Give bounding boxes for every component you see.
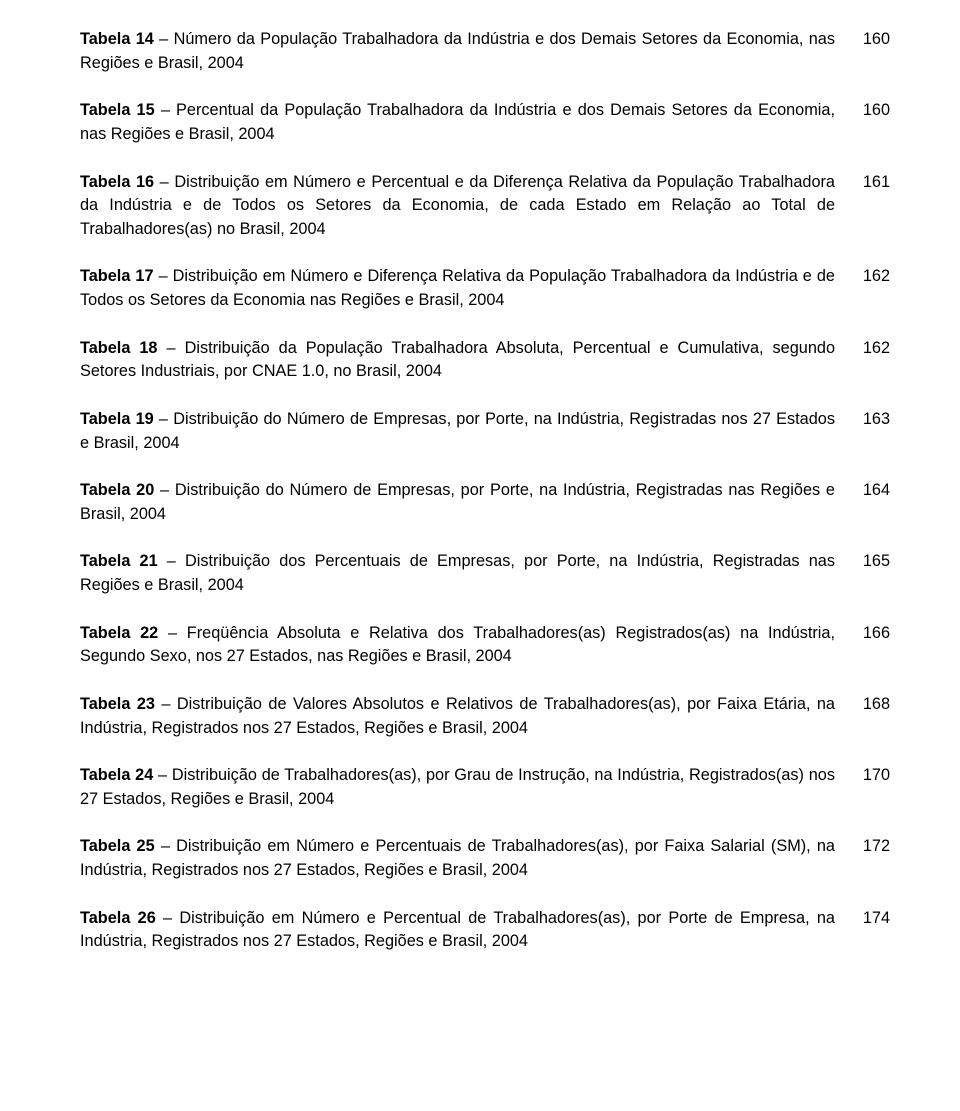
toc-entry-text: Tabela 17 – Distribuição em Número e Dif… [80,265,835,312]
toc-entry-label: Tabela 18 [80,339,158,357]
toc-entry-description: – Percentual da População Trabalhadora d… [80,101,835,143]
toc-entry-text: Tabela 26 – Distribuição em Número e Per… [80,907,835,954]
toc-entry-description: – Número da População Trabalhadora da In… [80,30,835,72]
toc-entry-text: Tabela 23 – Distribuição de Valores Abso… [80,693,835,740]
toc-entry-label: Tabela 16 [80,173,154,191]
toc-entry-page: 172 [855,835,890,859]
table-of-contents: Tabela 14 – Número da População Trabalha… [80,28,890,954]
toc-entry-label: Tabela 15 [80,101,155,119]
toc-entry-text: Tabela 21 – Distribuição dos Percentuais… [80,550,835,597]
toc-entry-description: – Distribuição em Número e Percentual e … [80,173,835,238]
toc-entry-text: Tabela 18 – Distribuição da População Tr… [80,337,835,384]
toc-entry-page: 160 [855,28,890,52]
toc-entry: Tabela 24 – Distribuição de Trabalhadore… [80,764,890,811]
toc-entry-description: – Distribuição em Número e Percentuais d… [80,837,835,879]
toc-entry-text: Tabela 25 – Distribuição em Número e Per… [80,835,835,882]
toc-entry-text: Tabela 14 – Número da População Trabalha… [80,28,835,75]
toc-entry: Tabela 23 – Distribuição de Valores Abso… [80,693,890,740]
toc-entry-label: Tabela 20 [80,481,154,499]
toc-entry-page: 170 [855,764,890,788]
toc-entry-page: 163 [855,408,890,432]
toc-entry-page: 168 [855,693,890,717]
toc-entry-text: Tabela 24 – Distribuição de Trabalhadore… [80,764,835,811]
toc-entry: Tabela 18 – Distribuição da População Tr… [80,337,890,384]
toc-entry: Tabela 14 – Número da População Trabalha… [80,28,890,75]
toc-entry: Tabela 19 – Distribuição do Número de Em… [80,408,890,455]
toc-entry-description: – Distribuição do Número de Empresas, po… [80,481,835,523]
toc-entry-description: – Distribuição em Número e Diferença Rel… [80,267,835,309]
toc-entry-page: 160 [855,99,890,123]
toc-entry-page: 164 [855,479,890,503]
toc-entry-text: Tabela 19 – Distribuição do Número de Em… [80,408,835,455]
toc-entry: Tabela 26 – Distribuição em Número e Per… [80,907,890,954]
toc-entry-text: Tabela 20 – Distribuição do Número de Em… [80,479,835,526]
toc-entry-label: Tabela 24 [80,766,153,784]
toc-entry: Tabela 15 – Percentual da População Trab… [80,99,890,146]
toc-entry-page: 161 [855,171,890,195]
toc-entry: Tabela 17 – Distribuição em Número e Dif… [80,265,890,312]
toc-entry-label: Tabela 26 [80,909,156,927]
toc-entry-label: Tabela 14 [80,30,154,48]
toc-entry-label: Tabela 17 [80,267,154,285]
toc-entry-description: – Distribuição da População Trabalhadora… [80,339,835,381]
toc-entry: Tabela 20 – Distribuição do Número de Em… [80,479,890,526]
toc-entry-text: Tabela 16 – Distribuição em Número e Per… [80,171,835,242]
toc-entry-page: 166 [855,622,890,646]
toc-entry-text: Tabela 22 – Freqüência Absoluta e Relati… [80,622,835,669]
toc-entry-text: Tabela 15 – Percentual da População Trab… [80,99,835,146]
toc-entry-description: – Distribuição dos Percentuais de Empres… [80,552,835,594]
toc-entry-description: – Distribuição em Número e Percentual de… [80,909,835,951]
toc-entry-label: Tabela 21 [80,552,158,570]
toc-entry-label: Tabela 19 [80,410,154,428]
toc-entry-description: – Distribuição de Trabalhadores(as), por… [80,766,835,808]
toc-entry-page: 165 [855,550,890,574]
toc-entry: Tabela 25 – Distribuição em Número e Per… [80,835,890,882]
toc-entry-page: 162 [855,265,890,289]
toc-entry-label: Tabela 22 [80,624,158,642]
toc-entry-label: Tabela 25 [80,837,155,855]
toc-entry: Tabela 22 – Freqüência Absoluta e Relati… [80,622,890,669]
toc-entry-page: 162 [855,337,890,361]
toc-entry-description: – Distribuição de Valores Absolutos e Re… [80,695,835,737]
toc-entry-page: 174 [855,907,890,931]
toc-entry: Tabela 16 – Distribuição em Número e Per… [80,171,890,242]
toc-entry-description: – Freqüência Absoluta e Relativa dos Tra… [80,624,835,666]
toc-entry: Tabela 21 – Distribuição dos Percentuais… [80,550,890,597]
toc-entry-label: Tabela 23 [80,695,155,713]
toc-entry-description: – Distribuição do Número de Empresas, po… [80,410,835,452]
